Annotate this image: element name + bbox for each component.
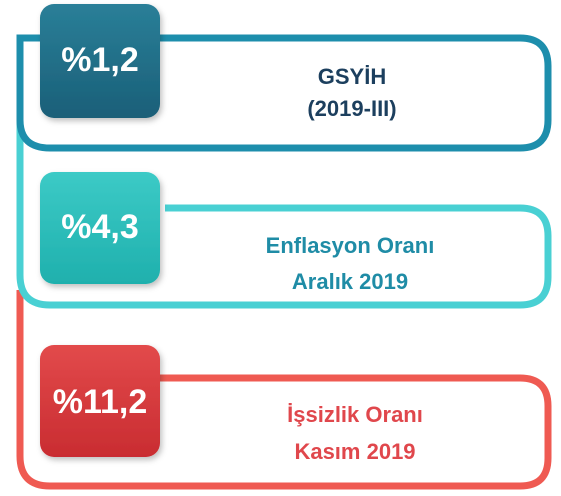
title: İşsizlik Oranı [287,402,423,427]
subtitle: Kasım 2019 [294,439,415,464]
title: Enflasyon Oranı [266,233,435,258]
value: %11,2 [53,383,148,421]
value-box-2 [40,172,160,284]
value: %1,2 [61,41,139,79]
title: GSYİH [318,64,386,89]
value-box-3 [40,345,160,457]
outline-3 [16,290,552,490]
outline-2 [16,40,552,309]
subtitle: (2019-III) [307,96,396,121]
value-box-1 [40,4,160,118]
subtitle: Aralık 2019 [292,269,408,294]
outline-1 [16,34,552,152]
value: %4,3 [61,208,139,246]
